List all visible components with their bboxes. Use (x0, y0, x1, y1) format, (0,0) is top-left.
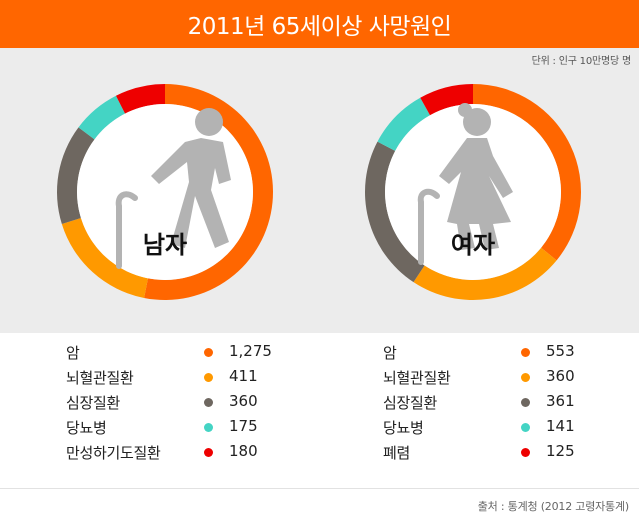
legend-value: 125 (546, 442, 575, 460)
donut-slice-women-0 (473, 84, 581, 261)
legend-value: 361 (546, 392, 575, 410)
legend-color-dot (204, 373, 213, 382)
donut-slice-men-0 (144, 84, 273, 300)
donut-chart-men: 남자 (57, 84, 273, 300)
legend-label: 당뇨병 (66, 419, 107, 437)
legend-value: 360 (229, 392, 258, 410)
legend-row: 심장질환 360 (66, 392, 296, 416)
legend-label: 심장질환 (383, 394, 438, 412)
donut-slice-men-2 (57, 127, 95, 224)
legend-color-dot (204, 423, 213, 432)
legend-label: 폐렴 (383, 444, 411, 462)
donut-slice-women-4 (420, 84, 473, 116)
elderly-man-cane-icon (115, 108, 231, 269)
legend-label: 뇌혈관질환 (383, 369, 451, 387)
legend-color-dot (521, 423, 530, 432)
source-note: 출처 : 통계청 (2012 고령자통계) (477, 500, 629, 513)
legend-row: 암 1,275 (66, 342, 296, 366)
donut-slice-women-3 (377, 97, 431, 151)
legend-label: 암 (383, 344, 397, 362)
donut-center-label-women: 여자 (451, 231, 495, 259)
unit-note: 단위 : 인구 10만명당 명 (531, 56, 632, 67)
legend-label: 심장질환 (66, 394, 121, 412)
legend-value: 1,275 (229, 342, 272, 360)
donut-slice-men-3 (78, 95, 126, 140)
legend-label: 만성하기도질환 (66, 444, 161, 462)
chart-title: 2011년 65세이상 사망원인 (187, 14, 452, 40)
legend-row: 뇌혈관질환 360 (383, 367, 613, 391)
donut-chart-women: 여자 (365, 84, 581, 300)
legend-color-dot (521, 348, 530, 357)
legend-color-dot (521, 448, 530, 457)
legend-label: 뇌혈관질환 (66, 369, 134, 387)
legend-row: 당뇨병 175 (66, 417, 296, 441)
donut-slice-women-2 (365, 141, 425, 283)
legend-row: 심장질환 361 (383, 392, 613, 416)
legend-color-dot (521, 398, 530, 407)
title-bar: 2011년 65세이상 사망원인 (0, 0, 639, 48)
legend-value: 175 (229, 417, 258, 435)
legend-value: 553 (546, 342, 575, 360)
legend-color-dot (204, 448, 213, 457)
donut-center-label-men: 남자 (143, 231, 187, 259)
legend-row: 당뇨병 141 (383, 417, 613, 441)
legend-value: 411 (229, 367, 258, 385)
legend-row: 뇌혈관질환 411 (66, 367, 296, 391)
donut-slice-men-4 (115, 84, 165, 114)
legend-row: 만성하기도질환 180 (66, 442, 296, 466)
donut-slice-women-1 (413, 247, 557, 300)
divider (0, 488, 639, 489)
legend-color-dot (204, 348, 213, 357)
legend-row: 암 553 (383, 342, 613, 366)
legend-color-dot (204, 398, 213, 407)
legend-value: 141 (546, 417, 575, 435)
legend-row: 폐렴 125 (383, 442, 613, 466)
donut-slice-men-1 (61, 218, 148, 298)
legend-label: 암 (66, 344, 80, 362)
legend-value: 360 (546, 367, 575, 385)
legend-label: 당뇨병 (383, 419, 424, 437)
elderly-woman-cane-icon (417, 103, 513, 265)
legend-value: 180 (229, 442, 258, 460)
legend-color-dot (521, 373, 530, 382)
